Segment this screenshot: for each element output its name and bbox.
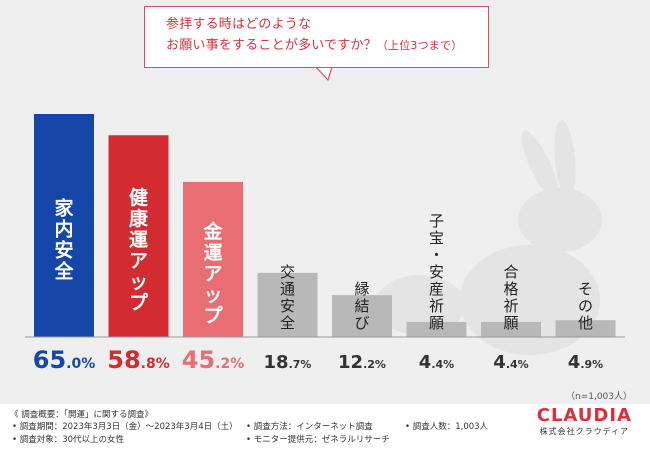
brand-logo: CLAUDIA 株式会社クラウディア — [537, 406, 632, 438]
bar-5 — [332, 295, 392, 337]
value-label-2: 58.8% — [107, 346, 170, 374]
chart: 家内安全 健康運アップ 金運アップ 交通安全 縁結び 子宝・安産祈願 合格祈願 その他 65.… — [25, 66, 625, 374]
survey-period: • 調査期間：2023年3月3日（金）～2023年3月4日（土） — [12, 422, 238, 432]
category-label-5: 縁結び — [354, 280, 369, 332]
category-label-6: 子宝・安産祈願 — [429, 212, 444, 332]
category-label-1: 家内安全 — [53, 197, 74, 283]
survey-target: • 調査対象：30代以上の女性 — [12, 435, 125, 445]
survey-footer: 《 調査概要：「開運」に関する調査》 • 調査期間：2023年3月3日（金）～2… — [0, 404, 650, 450]
category-label-8: その他 — [578, 280, 593, 332]
brand-name: CLAUDIA — [536, 405, 632, 426]
bar-3 — [183, 181, 243, 337]
survey-provider: • モニター提供元：ゼネラルリサーチ — [246, 435, 390, 445]
sample-size-note: （n=1,003人） — [565, 392, 632, 402]
value-label-5: 12.2% — [338, 352, 386, 373]
category-label-4: 交通安全 — [280, 263, 295, 332]
category-label-7: 合格祈願 — [503, 263, 518, 332]
bubble-tail — [314, 66, 333, 82]
value-label-1: 65.0% — [33, 346, 96, 374]
survey-method: • 調査方法：インターネット調査 — [246, 422, 373, 432]
value-label-8: 4.9% — [568, 352, 603, 373]
survey-title: 《 調査概要：「開運」に関する調査》 — [10, 410, 153, 420]
survey-count: • 調査人数：1,003人 — [405, 422, 489, 432]
bar-8 — [555, 320, 616, 337]
bar-6 — [406, 321, 467, 337]
question-bubble — [144, 6, 489, 68]
value-label-4: 18.7% — [264, 352, 312, 373]
value-label-6: 4.4% — [419, 352, 454, 373]
category-label-2: 健康運アップ — [129, 186, 149, 314]
value-label-7: 4.4% — [493, 352, 528, 373]
value-label-3: 45.2% — [182, 346, 245, 374]
bar-2 — [108, 135, 169, 337]
rabbit-silhouette-decoration — [375, 120, 602, 355]
bar-7 — [481, 321, 541, 337]
company-name: 株式会社クラウディア — [539, 427, 630, 436]
category-label-3: 金運アップ — [202, 220, 223, 327]
bar-1 — [34, 114, 94, 337]
question-text: 参拝する時はどのような お願い事をすることが多いですか？（上位3つまで） — [166, 17, 463, 53]
bar-4 — [257, 272, 318, 337]
